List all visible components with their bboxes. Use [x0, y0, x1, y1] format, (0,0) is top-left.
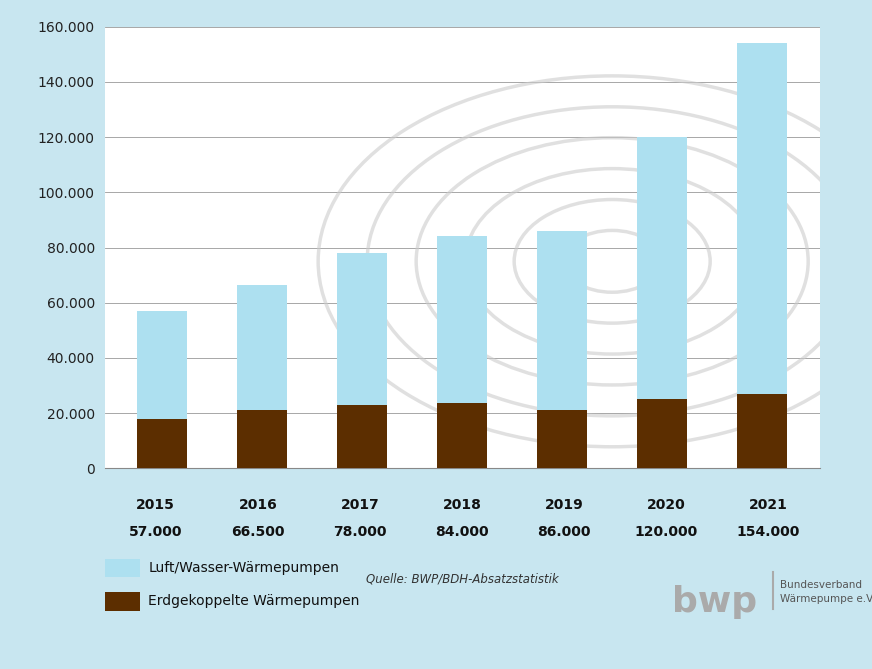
- Text: Bundesverband: Bundesverband: [780, 581, 862, 590]
- Bar: [437, 403, 487, 468]
- Text: 86.000: 86.000: [537, 525, 591, 539]
- Text: 2015: 2015: [136, 498, 175, 512]
- Text: Wärmepumpe e.V.: Wärmepumpe e.V.: [780, 594, 872, 603]
- Bar: [737, 43, 787, 394]
- Text: Erdgekoppelte Wärmepumpen: Erdgekoppelte Wärmepumpen: [148, 595, 359, 608]
- Bar: [537, 410, 587, 468]
- Text: 120.000: 120.000: [635, 525, 698, 539]
- Text: 84.000: 84.000: [435, 525, 489, 539]
- Bar: [437, 236, 487, 403]
- Bar: [637, 137, 687, 399]
- Text: 2021: 2021: [749, 498, 788, 512]
- Bar: [637, 399, 687, 468]
- Bar: [337, 405, 387, 468]
- Bar: [237, 410, 287, 468]
- Bar: [737, 394, 787, 468]
- Text: 2019: 2019: [545, 498, 583, 512]
- Text: 2020: 2020: [647, 498, 686, 512]
- Text: Luft/Wasser-Wärmepumpen: Luft/Wasser-Wärmepumpen: [148, 561, 339, 575]
- Text: 66.500: 66.500: [231, 525, 284, 539]
- Text: 2017: 2017: [341, 498, 379, 512]
- Bar: [537, 231, 587, 410]
- Bar: [237, 285, 287, 410]
- Text: 78.000: 78.000: [333, 525, 387, 539]
- Text: Quelle: BWP/BDH-Absatzstatistik: Quelle: BWP/BDH-Absatzstatistik: [366, 572, 559, 585]
- Bar: [137, 419, 187, 468]
- Text: 2018: 2018: [443, 498, 481, 512]
- Text: 57.000: 57.000: [129, 525, 182, 539]
- Text: 154.000: 154.000: [737, 525, 800, 539]
- Text: bwp: bwp: [672, 585, 758, 619]
- Bar: [337, 253, 387, 405]
- Text: 2016: 2016: [238, 498, 277, 512]
- Bar: [137, 311, 187, 419]
